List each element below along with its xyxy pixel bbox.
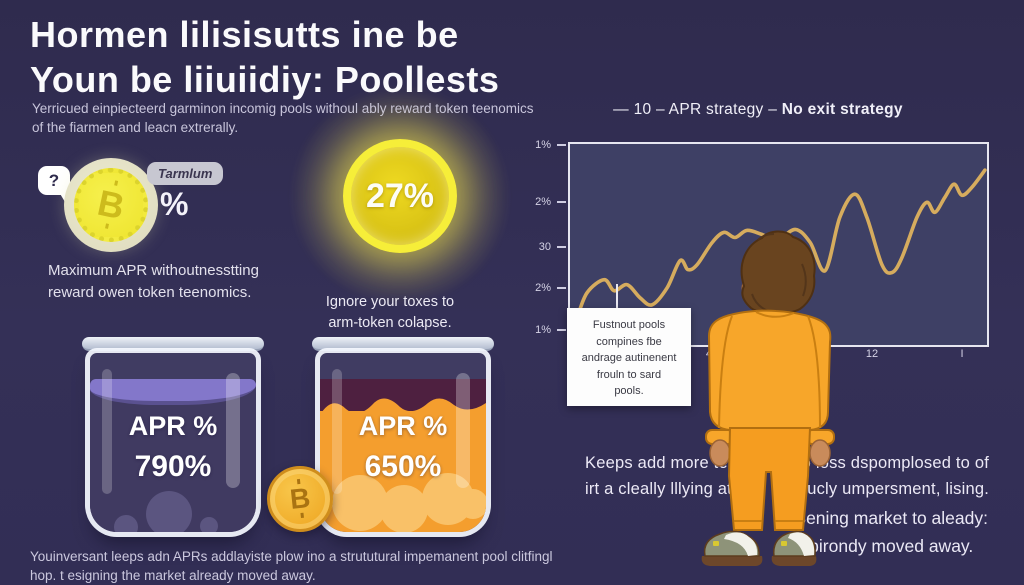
- jar-apr-label: APR %: [128, 411, 218, 441]
- bitcoin-symbol-icon: B: [94, 181, 129, 228]
- apr-highlight-value: 27%: [365, 176, 435, 215]
- blob: [380, 485, 428, 532]
- jar-purple: APR % 790%: [82, 337, 264, 537]
- callout-leader-line: [616, 284, 618, 310]
- chart-title-emphasis: No exit strategy: [781, 101, 903, 118]
- apr-highlight-circle: 27%: [343, 139, 457, 253]
- blob: [458, 489, 486, 519]
- jar-orange: APR % 650%: [312, 337, 494, 537]
- y-axis-tick: 2%: [535, 282, 566, 294]
- liquid-wave: [320, 398, 486, 425]
- character-hair: [740, 230, 816, 315]
- character-figure: [701, 230, 835, 566]
- jar-orange-liquid: [320, 379, 486, 532]
- para-2-left: irt a cleally lllying atro: [585, 480, 748, 498]
- title-line-2: Youn be liiuiidiy: Poollests: [30, 59, 500, 100]
- jar-apr-label: APR %: [358, 411, 448, 441]
- market-note-line-1: Sening market to aleady:: [794, 508, 988, 528]
- highlight-caption-line-1: Ignore your toxes to: [325, 294, 455, 310]
- left-hand: [709, 439, 731, 467]
- y-axis-tick: 2%: [535, 196, 566, 208]
- coin-caption-line-2: reward owen token teenomics.: [48, 283, 252, 301]
- page-title: Hormen lilisisutts ine be Youn be liiuii…: [30, 12, 499, 102]
- para-1-right: to loss dspomplosed to of: [796, 454, 989, 472]
- page-subtitle: Yerricued einpiecteerd garminon incomig …: [32, 99, 534, 137]
- callout-line-1: Fustnout pools: [592, 319, 666, 331]
- shirt-collar: [755, 311, 795, 318]
- para-2-right: strucly umpersment, lising.: [788, 480, 989, 498]
- chart-title-prefix: — 10 – APR strategy –: [613, 101, 778, 118]
- question-mark: ?: [48, 170, 60, 190]
- subtitle-line-2: of the fiarmen and leacn extrerally.: [32, 120, 239, 135]
- liquid-dark-top: [320, 379, 486, 411]
- glass-highlight: [332, 369, 342, 494]
- market-note: Sening market to aleady: birondy moved a…: [794, 504, 988, 560]
- right-hand: [809, 439, 831, 467]
- blob: [332, 475, 388, 531]
- x-axis-tick: I: [960, 348, 964, 360]
- liquid-surface: [90, 379, 256, 405]
- y-axis-tick: 1%: [535, 324, 566, 336]
- bitcoin-symbol-icon: B: [288, 482, 312, 515]
- shirt-arm-seams: [718, 315, 821, 429]
- bubble: [200, 517, 218, 532]
- right-shoe-trim: [788, 532, 815, 556]
- jar-apr-value: 650%: [364, 450, 442, 483]
- glass-highlight: [102, 369, 112, 494]
- chart-callout-box: Fustnout pools compines fbe andrage auti…: [567, 308, 691, 406]
- bitcoin-coin-small: B: [267, 466, 333, 532]
- bitcoin-coin-face: B: [74, 168, 148, 242]
- jar-apr-text: APR % 790%: [90, 411, 256, 484]
- right-shoe-logo: [781, 541, 787, 546]
- y-axis-tick: 1%: [535, 139, 566, 151]
- left-shoe-sole: [701, 556, 763, 566]
- chart-title: — 10 – APR strategy – No exit strategy: [538, 101, 978, 119]
- title-line-1: Hormen lilisisutts ine be: [30, 14, 459, 55]
- x-axis-tick: 12: [865, 348, 879, 360]
- bubble: [146, 491, 192, 532]
- y-axis: 1% 2% 30 2% 1%: [514, 139, 566, 343]
- highlight-caption: Ignore your toxes to arm-token colapse.: [300, 292, 480, 334]
- jar-glass: APR % 650%: [315, 348, 491, 537]
- character-pants: [727, 427, 812, 531]
- right-paragraph-line-2: irt a cleally lllying atro strucly umper…: [585, 480, 989, 499]
- bitcoin-coin-large: B: [64, 158, 158, 252]
- right-shoe-sole: [771, 556, 817, 566]
- callout-line-2: compines fbe: [596, 335, 662, 348]
- coin-caption-line-1: Maximum APR withoutnesstting: [48, 262, 259, 279]
- coin-caption: Maximum APR withoutnesstting reward owen…: [48, 260, 259, 303]
- glass-highlight: [456, 373, 470, 488]
- jar-apr-value: 790%: [134, 450, 212, 483]
- highlight-caption-line-2: arm-token colapse.: [328, 315, 452, 331]
- question-bubble: ?: [38, 166, 70, 195]
- jar-glass: APR % 790%: [85, 348, 261, 537]
- callout-line-3: andrage autinenent: [581, 352, 677, 364]
- footer-line-1: Youinversant leeps adn APRs addlayiste p…: [30, 549, 553, 564]
- callout-line-4: frouln to sard: [596, 368, 662, 381]
- bubble: [114, 515, 138, 532]
- glass-highlight: [226, 373, 240, 488]
- footer-caption: Youinversant leeps adn APRs addlayiste p…: [30, 548, 553, 585]
- jar-apr-text: APR % 650%: [320, 411, 486, 484]
- callout-line-5: pools.: [614, 385, 644, 397]
- market-note-line-2: birondy moved away.: [809, 536, 974, 556]
- left-shoe-logo: [713, 541, 719, 546]
- jar-purple-liquid: [90, 379, 256, 532]
- percent-sign: %: [160, 186, 189, 222]
- y-axis-tick: 30: [539, 241, 566, 253]
- subtitle-line-1: Yerricued einpiecteerd garminon incomig …: [32, 101, 534, 116]
- left-shoe-trim: [724, 532, 758, 556]
- tarmlum-label-bubble: Tarmlum: [147, 162, 224, 185]
- footer-line-2: hop. t esigning the market already moved…: [30, 567, 316, 583]
